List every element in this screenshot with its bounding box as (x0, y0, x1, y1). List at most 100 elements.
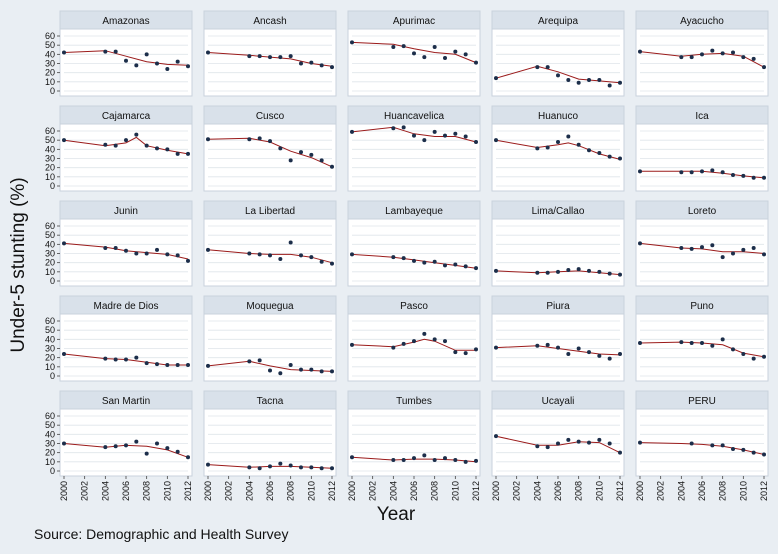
data-point (175, 449, 180, 454)
data-point (391, 255, 396, 260)
data-point (535, 65, 540, 70)
trend-line (351, 41, 477, 64)
panel-title: Huanuco (538, 111, 578, 122)
data-point (155, 441, 159, 446)
data-point (474, 458, 478, 463)
x-tick-label: 2010 (162, 481, 172, 501)
data-point (257, 252, 262, 257)
data-point (175, 59, 180, 64)
y-axis-title: Under-5 stunting (%) (8, 177, 29, 352)
x-tick-label: 2000 (203, 481, 213, 501)
x-tick-label: 2010 (738, 481, 748, 501)
data-point (350, 129, 354, 134)
data-point (278, 371, 283, 376)
data-point (103, 445, 108, 450)
data-point (556, 73, 560, 78)
data-point (412, 339, 416, 344)
x-tick-label: 2004 (100, 481, 110, 501)
x-tick-label: 2004 (388, 481, 398, 501)
data-point (720, 443, 725, 448)
data-point (597, 353, 602, 358)
data-point (741, 173, 746, 178)
data-point (700, 341, 704, 345)
y-tick-label: 0 (50, 86, 55, 96)
y-tick-label: 10 (45, 267, 55, 277)
data-point (474, 266, 478, 271)
data-point (278, 257, 283, 261)
data-point (144, 251, 149, 256)
data-point (103, 49, 108, 54)
data-point (288, 158, 293, 163)
panel-arequipa: Arequipa (491, 10, 625, 97)
y-tick-label: 50 (45, 135, 55, 145)
data-point (474, 140, 478, 144)
data-point (720, 51, 725, 56)
data-point (113, 357, 118, 362)
data-point (597, 437, 602, 442)
data-point (257, 466, 262, 471)
x-tick-label: 2000 (635, 481, 645, 501)
data-point (206, 247, 210, 252)
data-point (299, 253, 303, 258)
panel-strip (347, 10, 481, 30)
x-tick-label: 2010 (306, 481, 316, 501)
data-point (751, 356, 756, 361)
y-tick-label: 20 (45, 68, 55, 78)
data-point (566, 352, 571, 356)
panel-title: Ucayali (542, 396, 575, 407)
data-point (638, 169, 642, 174)
panel-strip (491, 390, 625, 410)
data-point (556, 441, 560, 446)
trend-line (495, 65, 621, 84)
panel-strip (347, 200, 481, 220)
data-point (401, 125, 406, 130)
data-point (618, 352, 622, 356)
y-tick-label: 20 (45, 353, 55, 363)
panel-title: Puno (690, 301, 714, 312)
data-point (463, 264, 468, 269)
data-point (689, 341, 694, 345)
panel-strip (491, 105, 625, 125)
x-tick-label: 2012 (759, 481, 769, 501)
data-point (607, 154, 612, 159)
panel-strip (59, 105, 193, 125)
data-point (422, 453, 427, 458)
data-point (587, 350, 591, 355)
data-point (545, 65, 550, 70)
data-point (186, 64, 190, 69)
x-tick-label: 2012 (615, 481, 625, 501)
panel-strip (59, 390, 193, 410)
data-point (689, 246, 694, 251)
data-point (494, 345, 498, 350)
y-tick-label: 50 (45, 420, 55, 430)
data-point (309, 255, 314, 260)
y-tick-label: 0 (50, 371, 55, 381)
data-point (257, 54, 262, 59)
data-point (576, 346, 581, 351)
trend-line (63, 50, 189, 66)
data-point (268, 368, 272, 373)
data-point (144, 451, 149, 456)
data-point (720, 337, 725, 342)
data-point (103, 246, 108, 250)
panel-strip (347, 390, 481, 410)
panel-loreto: Loreto (635, 200, 769, 287)
data-point (412, 258, 416, 263)
panel-puno: Puno (635, 295, 769, 382)
data-point (443, 263, 447, 268)
data-point (401, 256, 406, 261)
x-tick-label: 2008 (574, 481, 584, 501)
panel-title: Arequipa (538, 16, 578, 27)
data-point (679, 55, 684, 60)
panel-ancash: Ancash (203, 10, 337, 97)
data-point (422, 331, 427, 336)
y-tick-label: 40 (45, 429, 55, 439)
data-point (545, 342, 550, 347)
data-point (545, 145, 550, 150)
panel-title: Piura (546, 301, 570, 312)
panel-la-libertad: La Libertad (203, 200, 337, 287)
panel-strip (203, 10, 337, 30)
panel-title: Apurimac (393, 16, 435, 27)
data-point (62, 441, 66, 446)
